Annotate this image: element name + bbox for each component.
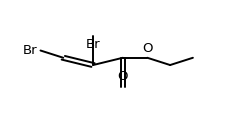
Text: Br: Br xyxy=(85,38,100,51)
Text: O: O xyxy=(142,42,152,55)
Text: Br: Br xyxy=(22,44,37,57)
Text: O: O xyxy=(117,70,128,83)
